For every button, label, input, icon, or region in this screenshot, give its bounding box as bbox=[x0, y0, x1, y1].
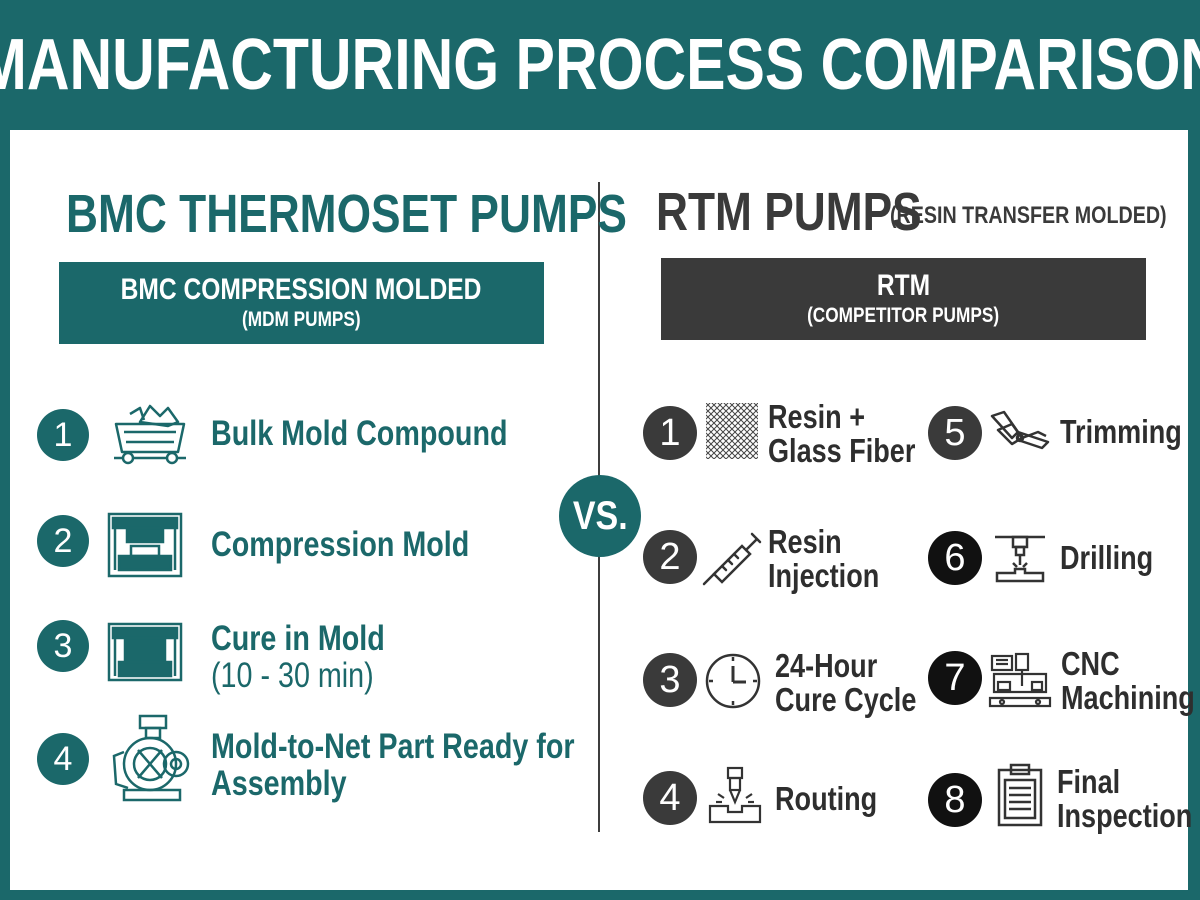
right-step-5-line1: Trimming bbox=[1060, 413, 1182, 450]
right-step-6-line1: Drilling bbox=[1060, 539, 1154, 576]
pump-icon bbox=[112, 714, 190, 802]
glass-fiber-mesh-icon bbox=[706, 403, 758, 459]
mine-cart-icon bbox=[114, 404, 186, 465]
right-box-sublabel: (COMPETITOR PUMPS) bbox=[807, 304, 1000, 327]
compression-mold-icon bbox=[107, 512, 183, 578]
right-step-7-line2: Machining bbox=[1061, 679, 1195, 716]
page-title: MANUFACTURING PROCESS COMPARISON bbox=[0, 25, 1200, 105]
right-process-box: RTM (COMPETITOR PUMPS) bbox=[661, 258, 1146, 340]
right-step-2-number: 2 bbox=[643, 530, 697, 584]
right-step-2-line1: Resin bbox=[768, 523, 842, 560]
right-step-7-line1: CNC bbox=[1061, 645, 1120, 682]
router-bit-icon bbox=[708, 766, 762, 824]
right-step-2-line2: Injection bbox=[768, 557, 880, 594]
clipboard-icon bbox=[997, 763, 1043, 827]
left-step-4-text: Mold-to-Net Part Ready for bbox=[211, 727, 575, 766]
left-step-4-subtext: Assembly bbox=[211, 764, 347, 803]
right-step-4-line1: Routing bbox=[775, 780, 878, 817]
header-banner: MANUFACTURING PROCESS COMPARISON bbox=[0, 0, 1200, 130]
right-step-4-number: 4 bbox=[643, 771, 697, 825]
drill-press-icon bbox=[995, 535, 1045, 583]
right-step-3-line1: 24-Hour bbox=[775, 647, 878, 684]
right-step-1-line2: Glass Fiber bbox=[768, 432, 916, 469]
vs-badge: VS. bbox=[559, 475, 641, 557]
clock-icon bbox=[705, 653, 761, 709]
left-step-2-number: 2 bbox=[37, 515, 89, 567]
right-step-7-number: 7 bbox=[928, 651, 982, 705]
right-step-3-number: 3 bbox=[643, 653, 697, 707]
left-box-sublabel: (MDM PUMPS) bbox=[242, 308, 361, 331]
left-step-3-text: Cure in Mold bbox=[211, 619, 385, 658]
left-process-box: BMC COMPRESSION MOLDED (MDM PUMPS) bbox=[59, 262, 544, 344]
right-step-8-line2: Inspection bbox=[1057, 797, 1193, 834]
right-column-title: RTM PUMPS bbox=[656, 182, 922, 242]
cnc-machine-icon bbox=[988, 652, 1052, 708]
right-step-6-number: 6 bbox=[928, 531, 982, 585]
right-step-8-number: 8 bbox=[928, 773, 982, 827]
right-step-3-line2: Cure Cycle bbox=[775, 681, 917, 718]
right-step-1-number: 1 bbox=[643, 406, 697, 460]
left-column-title: BMC THERMOSET PUMPS bbox=[66, 184, 627, 244]
cure-mold-icon bbox=[107, 622, 183, 682]
right-step-1-line1: Resin + bbox=[768, 398, 866, 435]
right-step-5-number: 5 bbox=[928, 406, 982, 460]
syringe-icon bbox=[702, 532, 762, 586]
right-step-8-line1: Final bbox=[1057, 763, 1121, 800]
left-step-1-text: Bulk Mold Compound bbox=[211, 414, 508, 453]
trimming-shears-icon bbox=[990, 410, 1050, 450]
left-box-label: BMC COMPRESSION MOLDED bbox=[121, 273, 482, 306]
left-step-2-text: Compression Mold bbox=[211, 525, 470, 564]
vs-label: VS. bbox=[572, 493, 628, 538]
right-box-label: RTM bbox=[876, 269, 931, 302]
left-step-3-subtext: (10 - 30 min) bbox=[211, 656, 374, 695]
left-step-4-number: 4 bbox=[37, 733, 89, 785]
left-step-1-number: 1 bbox=[37, 409, 89, 461]
left-step-3-number: 3 bbox=[37, 620, 89, 672]
right-column-subtitle: (RESIN TRANSFER MOLDED) bbox=[890, 202, 1167, 229]
